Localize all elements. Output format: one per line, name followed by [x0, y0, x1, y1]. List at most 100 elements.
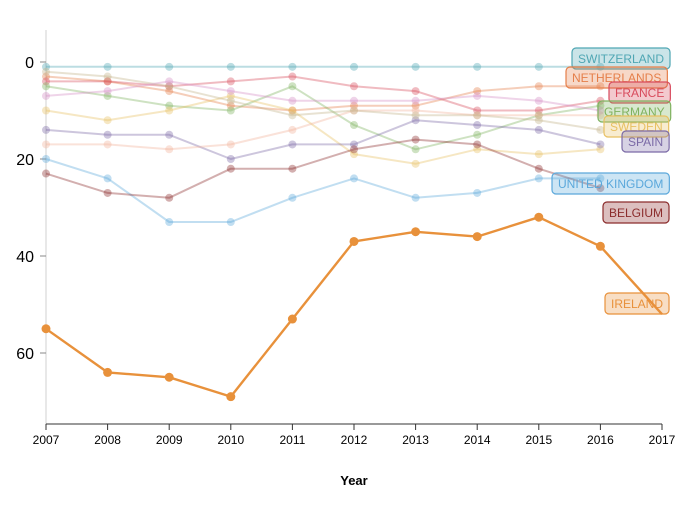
data-point [534, 82, 543, 91]
data-point [596, 184, 605, 193]
label-box [571, 47, 671, 70]
data-point [103, 72, 112, 81]
series-line [46, 75, 601, 112]
series-labels: SWITZERLANDNETHERLANDSFRANCEGERMANYSWEDE… [551, 47, 672, 315]
data-point [42, 106, 50, 115]
series-unlabeled [42, 77, 605, 115]
data-point [473, 145, 482, 154]
data-point [534, 111, 543, 120]
data-point [350, 150, 358, 159]
data-point [103, 87, 112, 96]
data-point [288, 62, 297, 71]
x-tick-label: 2017 [649, 433, 676, 447]
series-label-sweden: SWEDEN [603, 115, 670, 138]
label-box [551, 172, 670, 195]
data-point [287, 314, 297, 324]
y-tick-label: 0 [25, 55, 34, 72]
series-germany [42, 82, 605, 154]
data-point [595, 241, 605, 251]
series-label-united-kingdom: UNITED KINGDOM [551, 172, 670, 195]
series-layer [41, 62, 663, 402]
series-spain [42, 116, 605, 163]
x-tick-label: 2014 [464, 433, 491, 447]
data-point [473, 106, 482, 115]
series-label-france: FRANCE [608, 81, 671, 104]
data-point [288, 125, 297, 134]
data-point [42, 155, 50, 163]
data-point [165, 77, 174, 86]
data-point [350, 140, 358, 149]
data-point [350, 174, 358, 183]
data-point [534, 125, 543, 134]
data-point [165, 82, 174, 91]
data-point [288, 193, 297, 202]
data-point [226, 62, 235, 71]
data-point [534, 96, 543, 105]
data-point [534, 106, 543, 115]
data-point [411, 145, 420, 154]
data-point [103, 174, 112, 183]
label-text: UNITED KINGDOM [558, 177, 663, 191]
data-point [226, 106, 235, 115]
series-line [45, 94, 601, 165]
series-united-kingdom [42, 155, 605, 227]
data-point [411, 116, 420, 125]
data-point [288, 106, 297, 115]
data-point [288, 106, 297, 115]
data-point [288, 164, 297, 173]
series-line [45, 119, 601, 160]
data-point [534, 116, 543, 125]
data-point [534, 164, 543, 173]
y-tick-label: 20 [16, 152, 34, 169]
data-point [226, 164, 235, 173]
data-point [473, 140, 482, 149]
data-point [411, 159, 420, 168]
x-tick-label: 2013 [402, 433, 429, 447]
data-point [288, 140, 297, 149]
label-text: FRANCE [615, 86, 664, 100]
data-point [473, 62, 482, 71]
data-point [473, 91, 482, 100]
series-sweden [42, 91, 605, 168]
data-point [42, 77, 50, 86]
series-unlabeled [42, 106, 605, 154]
series-label-switzerland: SWITZERLAND [571, 47, 671, 70]
data-point [350, 106, 358, 115]
data-point [103, 130, 112, 139]
series-belgium [42, 135, 605, 202]
data-point [473, 130, 482, 139]
data-point [103, 188, 112, 197]
data-point [411, 62, 420, 71]
data-point [473, 111, 482, 120]
x-tick-label: 2007 [33, 433, 60, 447]
data-point [165, 218, 174, 227]
data-point [165, 62, 174, 71]
data-point [226, 96, 235, 105]
data-point [226, 140, 235, 149]
x-ticks: 2007 2008 2009 2010 2011 2012 2013 2014 2015 2016… [33, 424, 676, 447]
data-point [534, 212, 544, 222]
data-point [534, 111, 543, 120]
data-point [42, 82, 50, 91]
data-point [226, 77, 235, 86]
data-point [349, 236, 359, 246]
label-text: SWITZERLAND [578, 52, 664, 66]
x-axis-title: Year [340, 473, 367, 488]
data-point [103, 77, 112, 86]
data-point [473, 111, 482, 120]
data-point [288, 111, 297, 120]
data-point [165, 87, 174, 96]
data-point [534, 62, 543, 71]
data-point [411, 87, 420, 96]
data-point [164, 372, 174, 382]
data-point [42, 91, 50, 100]
label-text: BELGIUM [609, 206, 663, 220]
x-tick-label: 2016 [587, 433, 614, 447]
data-point [226, 392, 236, 402]
data-point [411, 227, 421, 237]
data-point [42, 169, 50, 178]
data-point [473, 87, 482, 96]
data-point [103, 140, 112, 149]
label-box [608, 81, 671, 104]
series-line [46, 109, 601, 151]
